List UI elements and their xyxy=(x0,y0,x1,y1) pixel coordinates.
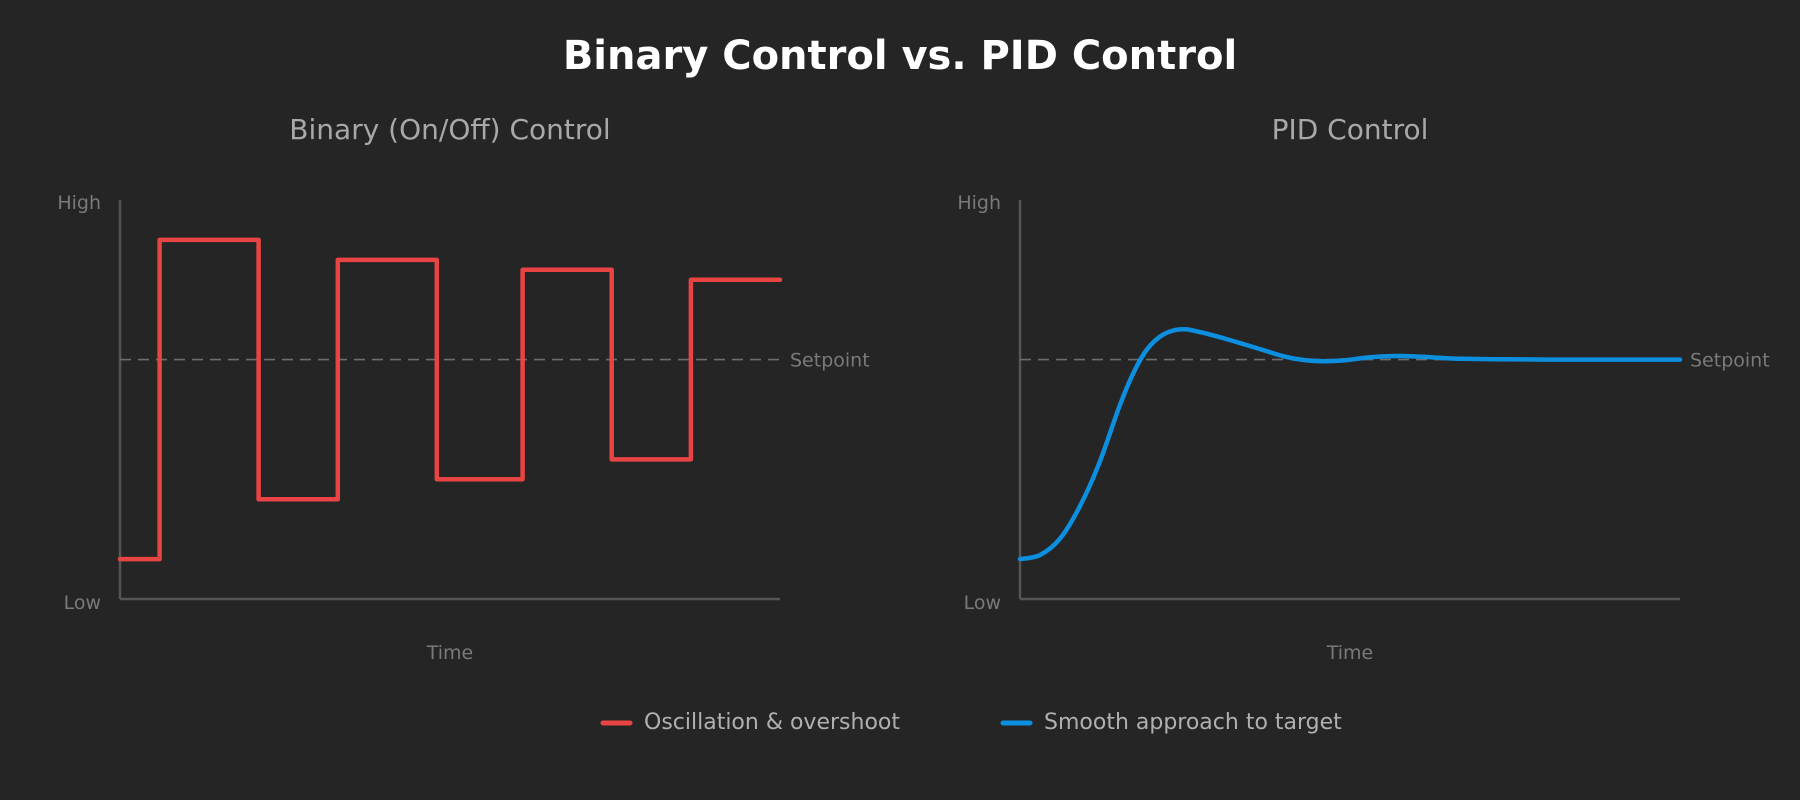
binary-series-line-0 xyxy=(117,237,783,562)
pid-ytick-low: Low xyxy=(964,592,1001,614)
pid-chart-title: PID Control xyxy=(1272,113,1429,146)
legend-label-pid: Smooth approach to target xyxy=(1044,710,1342,735)
pid-control-chart: PID Control High Low Time Setpoint xyxy=(957,113,1769,664)
legend: Oscillation & overshoot Smooth approach … xyxy=(600,710,1342,735)
binary-ytick-low: Low xyxy=(64,592,101,614)
binary-x-axis-label: Time xyxy=(426,642,474,664)
pid-x-axis-label: Time xyxy=(1326,642,1374,664)
legend-label-binary: Oscillation & overshoot xyxy=(644,710,900,735)
pid-series-line-0 xyxy=(1017,327,1683,562)
pid-ytick-high: High xyxy=(957,192,1001,214)
figure-title: Binary Control vs. PID Control xyxy=(563,33,1237,79)
binary-control-chart: Binary (On/Off) Control High Low Time Setpo… xyxy=(57,113,869,664)
binary-setpoint-label: Setpoint xyxy=(790,350,870,372)
binary-chart-title: Binary (On/Off) Control xyxy=(289,113,610,146)
pid-setpoint-label: Setpoint xyxy=(1690,350,1770,372)
binary-ytick-high: High xyxy=(57,192,101,214)
